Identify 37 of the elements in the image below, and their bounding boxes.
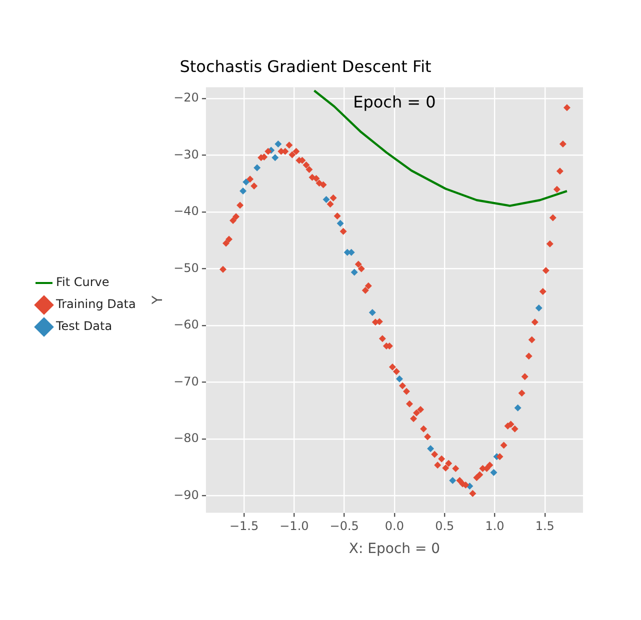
point xyxy=(396,375,403,382)
point xyxy=(427,445,434,452)
point xyxy=(490,469,498,476)
point xyxy=(242,178,250,186)
x-axis-title: X: Epoch = 0 xyxy=(348,541,440,558)
point xyxy=(368,308,376,316)
point xyxy=(272,154,279,162)
x-tick-label: −1.0 xyxy=(280,519,309,534)
point xyxy=(449,476,456,484)
point xyxy=(240,188,247,195)
x-tick-label: −1.5 xyxy=(229,519,259,534)
y-tick-label: −70 xyxy=(174,374,199,388)
y-axis-title: Y xyxy=(150,295,166,306)
point xyxy=(350,268,358,276)
point xyxy=(322,196,330,204)
point xyxy=(254,164,261,172)
point xyxy=(336,220,344,227)
y-tick-label: −50 xyxy=(174,260,199,275)
x-tick-label: −0.5 xyxy=(330,519,359,534)
point xyxy=(274,140,282,148)
x-tick-label: 1.0 xyxy=(485,519,504,534)
y-tick-label: −40 xyxy=(174,204,199,218)
x-tick-label: 0.5 xyxy=(435,519,454,534)
y-tick-label: −30 xyxy=(174,147,199,162)
legend-label: Training Data xyxy=(55,297,136,312)
y-tick-label: −20 xyxy=(174,90,199,105)
y-tick-label: −60 xyxy=(174,318,199,332)
x-tick-label: 1.5 xyxy=(535,519,554,534)
point xyxy=(514,404,522,412)
x-tick-label: 0.0 xyxy=(384,519,404,534)
legend-label: Test Data xyxy=(55,319,112,334)
chart-title: Stochastis Gradient Descent Fit xyxy=(180,56,432,76)
y-tick-label: −80 xyxy=(174,431,199,446)
point xyxy=(535,304,542,312)
legend-label: Fit Curve xyxy=(56,275,110,290)
annotation: Epoch = 0 xyxy=(353,92,436,112)
y-tick-label: −90 xyxy=(174,488,199,502)
